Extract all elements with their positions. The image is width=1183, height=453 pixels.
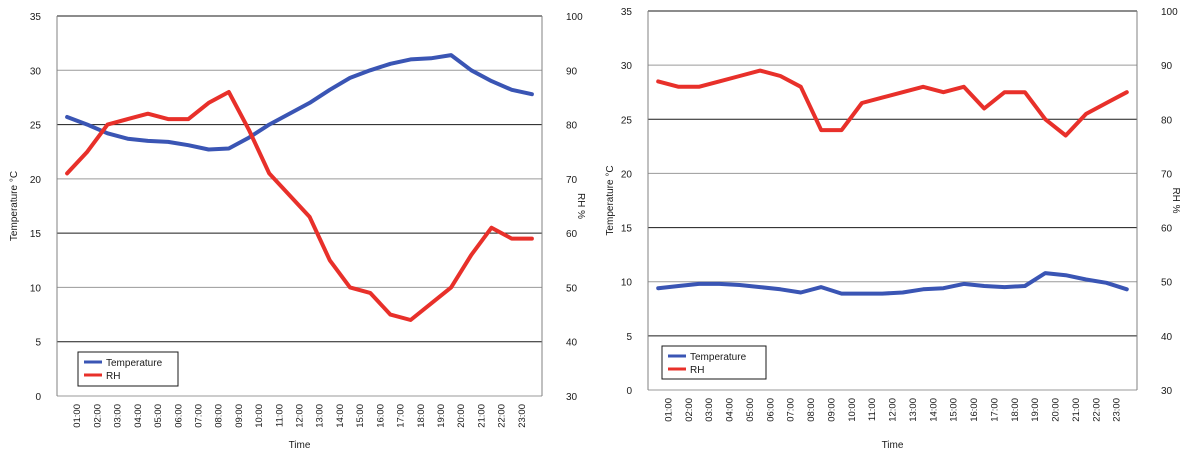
legend-box: [77, 351, 179, 387]
y-left-tick-label: 35: [30, 12, 42, 23]
y-left-tick-label: 15: [621, 224, 633, 235]
y-right-tick-label: 60: [566, 229, 578, 240]
y-left-tick-label: 15: [30, 229, 42, 240]
y-left-axis-title: Temperature °C: [605, 165, 616, 235]
legend: Temperature RH: [661, 345, 767, 380]
x-tick-label: 13:00: [315, 404, 326, 428]
legend-label-rh: RH: [106, 371, 120, 382]
x-tick-label: 05:00: [745, 398, 756, 422]
y-left-tick-label: 30: [621, 61, 633, 72]
legend-label-temperature: Temperature: [690, 352, 747, 363]
x-tick-label: 16:00: [969, 398, 980, 422]
y-left-tick-label: 10: [621, 278, 633, 289]
y-left-tick-label: 10: [30, 283, 42, 294]
x-tick-label: 09:00: [234, 404, 245, 428]
y-right-tick-label: 70: [566, 175, 578, 186]
x-tick-label: 19:00: [436, 404, 447, 428]
chart-2: 0 5 10 15 20 25 30 35 30 40 50 60 70 80 90 100 01:00 02:0…: [605, 7, 1181, 451]
x-tick-label: 11:00: [867, 398, 878, 421]
y-right-tick-label: 90: [1161, 61, 1173, 72]
y-right-tick-label: 40: [566, 338, 578, 349]
x-tick-label: 17:00: [396, 404, 407, 428]
x-tick-label: 09:00: [826, 398, 837, 422]
x-tick-label: 01:00: [72, 404, 83, 428]
x-tick-label: 04:00: [725, 398, 736, 422]
y-left-tick-label: 35: [621, 7, 633, 18]
y-right-tick-label: 50: [1161, 278, 1173, 289]
x-tick-label: 13:00: [908, 398, 919, 422]
x-tick-label: 11:00: [274, 404, 285, 427]
series-line-rh: [65, 90, 534, 322]
y-left-tick-label: 20: [621, 169, 633, 180]
x-tick-label: 03:00: [113, 404, 124, 428]
series-line-rh: [656, 68, 1129, 138]
x-tick-label: 21:00: [476, 404, 487, 428]
x-tick-label: 07:00: [193, 404, 204, 428]
y-right-tick-label: 90: [566, 66, 578, 77]
x-tick-label: 02:00: [684, 398, 695, 422]
x-tick-label: 10:00: [254, 404, 265, 428]
x-tick-label: 14:00: [928, 398, 939, 422]
x-tick-label: 23:00: [517, 404, 528, 428]
y-right-tick-label: 50: [566, 283, 578, 294]
y-right-tick-label: 100: [566, 12, 583, 23]
x-axis-title: Time: [882, 440, 904, 451]
x-tick-label: 08:00: [806, 398, 817, 422]
x-tick-label: 18:00: [1010, 398, 1021, 422]
x-tick-label: 18:00: [416, 404, 427, 428]
y-left-tick-label: 5: [626, 332, 632, 343]
x-tick-label: 17:00: [989, 398, 1000, 422]
x-tick-label: 03:00: [704, 398, 715, 422]
x-tick-label: 20:00: [456, 404, 467, 428]
x-tick-label: 22:00: [497, 404, 508, 428]
x-tick-label: 12:00: [888, 398, 899, 422]
x-tick-label: 12:00: [295, 404, 306, 428]
x-tick-label: 23:00: [1112, 398, 1123, 422]
legend-label-rh: RH: [690, 365, 704, 376]
y-right-tick-label: 30: [566, 392, 578, 403]
x-axis-title: Time: [289, 440, 311, 451]
y-right-tick-label: 80: [1161, 115, 1173, 126]
y-left-tick-label: 25: [30, 121, 42, 132]
series-line-temperature: [65, 53, 534, 152]
y-left-axis-title: Temperature °C: [9, 171, 20, 241]
series-line-temperature: [656, 271, 1129, 296]
x-tick-label: 07:00: [786, 398, 797, 422]
legend-label-temperature: Temperature: [106, 358, 163, 369]
y-right-tick-label: 60: [1161, 224, 1173, 235]
y-left-tick-label: 0: [626, 386, 632, 397]
legend: Temperature RH: [77, 351, 179, 387]
x-tick-label: 01:00: [663, 398, 674, 422]
y-right-tick-label: 40: [1161, 332, 1173, 343]
x-tick-label: 15:00: [949, 398, 960, 422]
y-right-tick-label: 100: [1161, 7, 1178, 18]
x-tick-label: 16:00: [375, 404, 386, 428]
y-right-axis-title: RH %: [575, 193, 586, 219]
y-left-tick-label: 20: [30, 175, 42, 186]
legend-box: [661, 345, 767, 380]
x-tick-label: 21:00: [1071, 398, 1082, 422]
x-tick-label: 06:00: [173, 404, 184, 428]
x-tick-label: 08:00: [214, 404, 225, 428]
y-right-tick-label: 30: [1161, 386, 1173, 397]
x-tick-label: 06:00: [765, 398, 776, 422]
chart-1: 0 5 10 15 20 25 30 35 30 40 50 60 70 80 90 100 01:00 02:0…: [9, 12, 586, 451]
x-tick-label: 19:00: [1030, 398, 1041, 422]
x-tick-label: 02:00: [92, 404, 103, 428]
x-tick-label: 22:00: [1091, 398, 1102, 422]
y-left-tick-label: 30: [30, 66, 42, 77]
y-left-tick-label: 0: [35, 392, 41, 403]
x-tick-label: 14:00: [335, 404, 346, 428]
x-tick-label: 10:00: [847, 398, 858, 422]
y-right-axis-title: RH %: [1170, 187, 1181, 213]
x-tick-label: 05:00: [153, 404, 164, 428]
x-tick-label: 20:00: [1051, 398, 1062, 422]
y-left-tick-label: 25: [621, 115, 633, 126]
y-right-tick-label: 80: [566, 121, 578, 132]
y-left-tick-label: 5: [35, 338, 41, 349]
x-tick-label: 15:00: [355, 404, 366, 428]
x-tick-label: 04:00: [133, 404, 144, 428]
y-right-tick-label: 70: [1161, 169, 1173, 180]
